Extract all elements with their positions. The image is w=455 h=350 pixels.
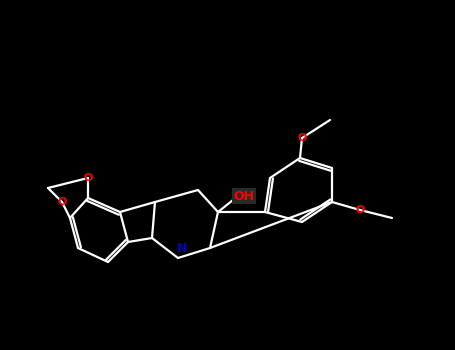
Text: N: N <box>177 241 187 254</box>
Text: OH: OH <box>233 189 254 203</box>
Text: O: O <box>83 173 93 183</box>
Text: O: O <box>57 197 67 207</box>
Text: O: O <box>355 205 365 215</box>
Text: O: O <box>297 133 307 143</box>
